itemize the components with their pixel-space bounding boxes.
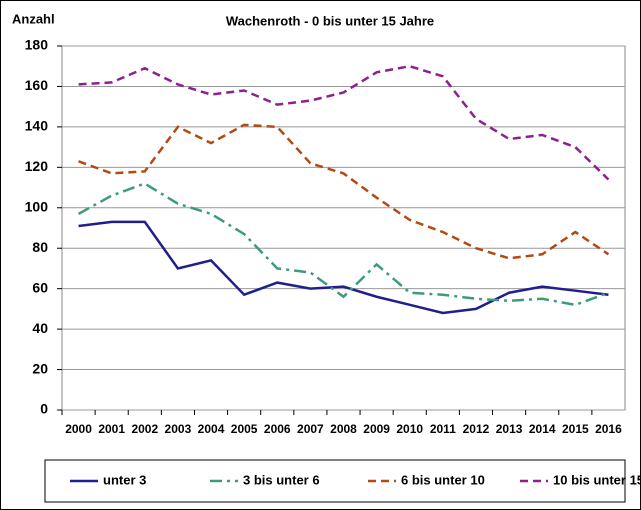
plot-area [61,45,626,411]
y-tick-label: 60 [32,279,48,295]
y-tick-label: 180 [25,37,49,53]
x-tick-label: 2001 [98,422,125,436]
y-tick-label: 40 [32,320,48,336]
y-tick-label: 140 [25,118,49,134]
legend-label: unter 3 [103,472,146,487]
legend-label: 10 bis unter 15 [553,472,641,487]
series-line [77,182,609,307]
y-tick-label: 100 [25,198,49,214]
y-tick-label: 120 [25,158,49,174]
x-tick-label: 2015 [562,422,589,436]
x-tick-label: 2000 [65,422,92,436]
x-tick-label: 2014 [529,422,556,436]
x-tick-label: 2016 [595,422,622,436]
x-tick-label: 2004 [198,422,225,436]
y-axis-label: Anzahl [12,11,55,26]
x-tick-label: 2005 [231,422,258,436]
x-tick-label: 2010 [396,422,423,436]
legend-label: 6 bis unter 10 [401,472,485,487]
chart-title: Wachenroth - 0 bis unter 15 Jahre [226,13,434,28]
y-tick-label: 0 [40,401,48,417]
y-tick-label: 20 [32,360,48,376]
y-tick-label: 160 [25,77,49,93]
series-line [78,123,610,260]
x-tick-label: 2009 [363,422,390,436]
series-line [78,220,609,315]
x-tick-label: 2008 [330,422,357,436]
x-tick-label: 2011 [430,422,456,436]
y-tick-label: 80 [32,239,48,255]
x-tick-label: 2012 [463,422,490,436]
legend [44,459,626,503]
series-line [78,64,610,181]
x-tick-label: 2003 [165,422,192,436]
x-tick-label: 2007 [297,422,324,436]
x-tick-label: 2006 [264,422,291,436]
x-tick-label: 2002 [131,422,158,436]
x-tick-label: 2013 [496,422,523,436]
legend-label: 3 bis unter 6 [243,472,320,487]
